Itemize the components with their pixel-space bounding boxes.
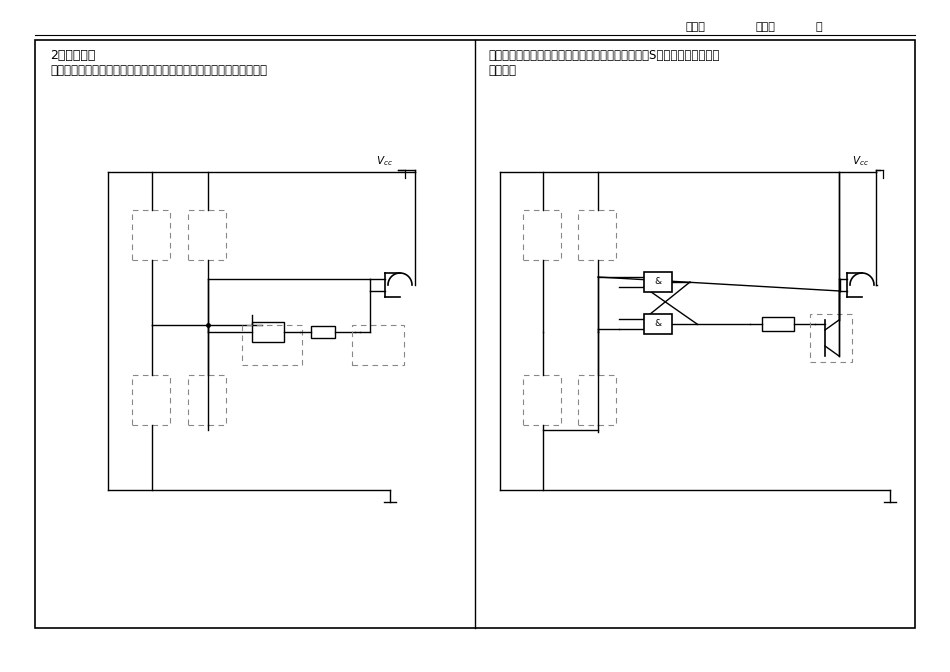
Text: ．: ． [815,22,822,32]
Bar [188,210,226,260]
Text: &: & [655,278,661,286]
Text: 是白天）: 是白天） [488,64,516,77]
Bar [523,210,561,260]
Bar [644,314,672,334]
Bar [35,40,915,628]
Bar [252,322,284,342]
Bar [352,325,404,365]
Bar [644,272,672,292]
Bar [578,375,616,425]
Bar [132,375,170,425]
Text: $V_{cc}$: $V_{cc}$ [852,154,869,168]
Text: 2．输入优化: 2．输入优化 [50,49,95,62]
Bar [188,375,226,425]
Text: 班级：: 班级： [685,22,705,32]
Bar [810,314,852,362]
Bar [311,326,335,338]
Bar [132,210,170,260]
Text: &: & [655,319,661,329]
Text: 优化目标：门关上后，报警不停，除非按下解除按钮S（先不考虑晚上，还: 优化目标：门关上后，报警不停，除非按下解除按钮S（先不考虑晚上，还 [488,49,719,62]
Bar [523,375,561,425]
Bar [242,325,302,365]
Text: 名字：: 名字： [755,22,775,32]
Text: $V_{cc}$: $V_{cc}$ [376,154,393,168]
Text: 选择合适的门电路与三极管实现：只在晚上门开报警，完成电路的连接: 选择合适的门电路与三极管实现：只在晚上门开报警，完成电路的连接 [50,64,267,77]
Bar [762,317,794,331]
Bar [578,210,616,260]
